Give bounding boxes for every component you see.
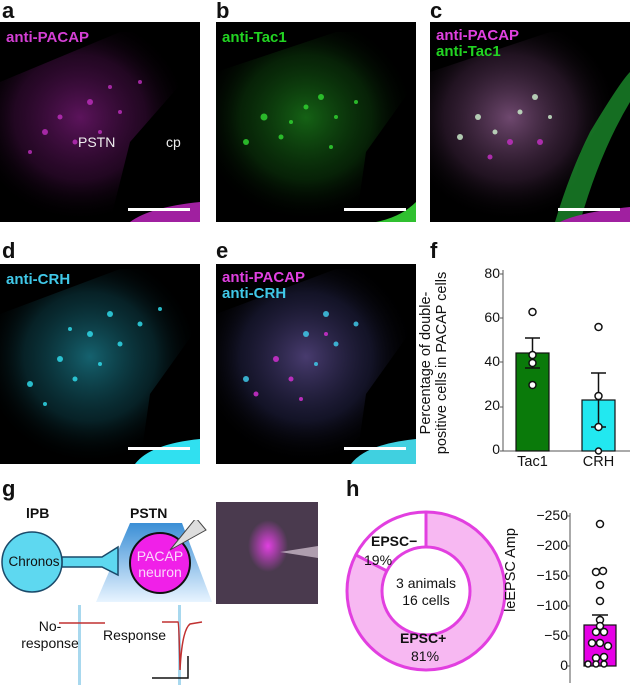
- y-tick: −150: [536, 567, 568, 583]
- cell-label-chronos: Chronos: [8, 554, 60, 569]
- center-line-animals: 3 animals: [396, 575, 456, 591]
- axon-terminal-shape: [61, 545, 119, 577]
- pacap-staining-image: [0, 32, 200, 222]
- region-title-lpb: lPB: [26, 505, 50, 521]
- y-tick: 40: [484, 353, 500, 369]
- scale-bar: [344, 447, 406, 450]
- cell-label-line1: PACAP: [136, 548, 184, 564]
- channel-label-pacap: anti-PACAP: [436, 27, 520, 44]
- micrograph-pacap: anti-PACAP PSTN cp: [0, 22, 200, 222]
- electrode-icon: [169, 520, 207, 551]
- pct-epsc-negative: 19%: [364, 552, 393, 568]
- label-epsc-negative: EPSC−: [371, 533, 418, 549]
- region-label-pstn: PSTN: [78, 134, 116, 150]
- panel-label-a: a: [2, 0, 15, 23]
- y-tick: 0: [492, 441, 500, 457]
- micrograph-tac1: anti-Tac1: [216, 22, 416, 222]
- merge-staining-image: [430, 32, 630, 222]
- trace-label-no-response: No- response: [20, 618, 80, 652]
- micrograph-merge-pacap-tac1: anti-PACAP anti-Tac1: [430, 22, 630, 222]
- channel-label-crh: anti-CRH: [222, 285, 287, 302]
- trace-label-line2: response: [21, 635, 79, 651]
- donut-chart-epsc: [345, 510, 507, 672]
- tac1-staining-image: [216, 32, 416, 222]
- scale-bar: [128, 447, 190, 450]
- panel-label-d: d: [2, 238, 16, 263]
- light-pulse-bar: [78, 605, 81, 685]
- panel-label-h: h: [346, 476, 360, 501]
- y-tick: −100: [536, 597, 568, 613]
- panel-label-f: f: [430, 238, 438, 263]
- response-trace: [162, 621, 203, 671]
- x-tick-tac1: Tac1: [517, 454, 548, 470]
- bar-tac1: [515, 352, 550, 452]
- bar-chart-double-positive: Percentage of double- positive cells in …: [418, 255, 636, 470]
- micrograph-crh: anti-CRH: [0, 264, 200, 464]
- donut-segment-epsc-negative: [356, 512, 426, 571]
- patched-neuron-image: [248, 520, 318, 572]
- region-label-cp: cp: [166, 134, 181, 150]
- lpb-cell-body: [1, 531, 63, 593]
- region-title-pstn: PSTN: [130, 505, 168, 521]
- merge-staining-image: [216, 269, 416, 464]
- pacap-neuron-body: [129, 532, 191, 594]
- channel-label: anti-PACAP: [6, 29, 90, 46]
- patch-micrograph: [216, 502, 318, 604]
- label-epsc-positive: EPSC+: [400, 630, 447, 646]
- channel-label-tac1: anti-Tac1: [436, 43, 501, 60]
- y-tick: −250: [536, 507, 568, 523]
- channel-label: anti-CRH: [6, 271, 71, 288]
- scale-bar: [128, 208, 190, 211]
- y-tick: 60: [484, 309, 500, 325]
- circuit-schematic: [1, 520, 212, 685]
- y-tick: 0: [560, 657, 568, 673]
- panel-label-b: b: [216, 0, 230, 23]
- trace-label-response: Response: [103, 627, 167, 643]
- micrograph-merge-pacap-crh: anti-PACAP anti-CRH: [216, 264, 416, 464]
- trace-label-line1: No-: [38, 618, 62, 634]
- bar-chart-leepsc-amp: leEPSC Amp −250 −200 −150 −100 −50 0: [500, 500, 636, 683]
- scale-bar-trace: [152, 656, 189, 679]
- y-tick: −50: [544, 627, 568, 643]
- channel-label: anti-Tac1: [222, 29, 287, 46]
- y-tick: −200: [536, 537, 568, 553]
- channel-label-pacap: anti-PACAP: [222, 269, 306, 286]
- leepsc-plot: [567, 513, 617, 683]
- crh-staining-image: [0, 269, 200, 464]
- center-line-cells: 16 cells: [402, 592, 450, 608]
- cell-label-pacap-neuron: PACAP neuron: [130, 548, 190, 580]
- x-tick-crh: CRH: [582, 454, 615, 470]
- pct-epsc-positive: 81%: [411, 648, 440, 664]
- scale-bar: [558, 208, 620, 211]
- panel-label-c: c: [430, 0, 443, 23]
- donut-center-text: 3 animals 16 cells: [386, 575, 466, 609]
- panel-label-g: g: [2, 476, 16, 501]
- panel-label-e: e: [216, 238, 229, 263]
- scale-bar: [344, 208, 406, 211]
- y-tick: 80: [484, 265, 500, 281]
- cell-label-line2: neuron: [138, 564, 182, 580]
- bar-chart-plot: [500, 270, 630, 455]
- y-tick: 20: [484, 397, 500, 413]
